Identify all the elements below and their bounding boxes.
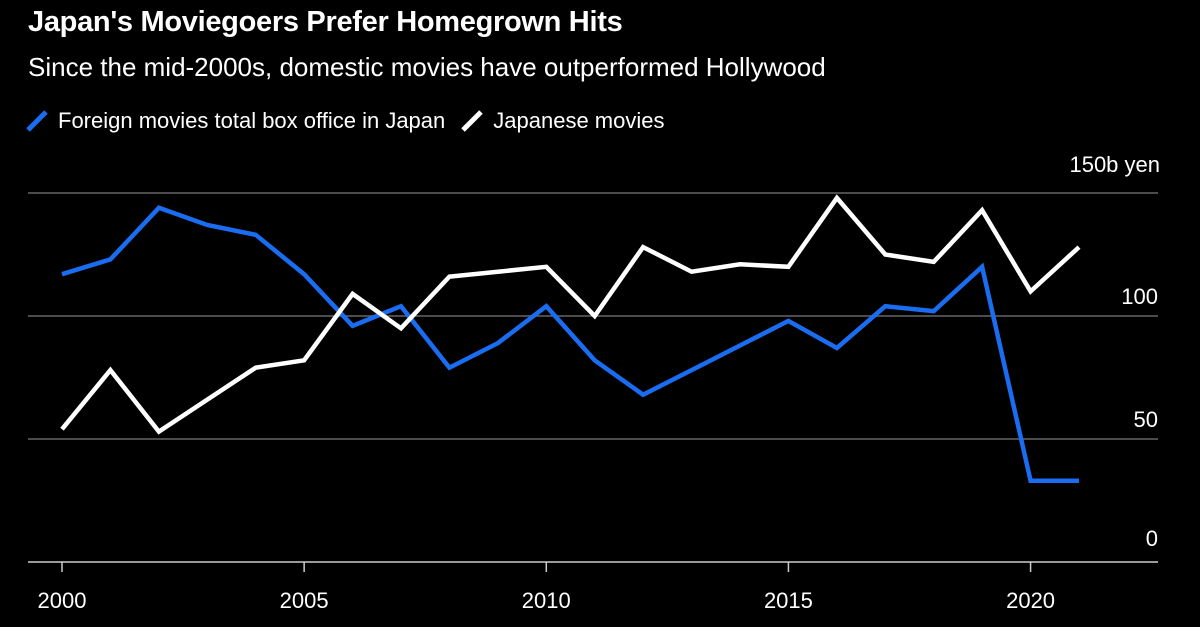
series-line-japanese: [60, 194, 1081, 435]
legend-item-japanese: Japanese movies: [459, 108, 664, 134]
legend-swatch-foreign-icon: [26, 110, 48, 132]
chart-subtitle: Since the mid-2000s, domestic movies hav…: [28, 52, 826, 82]
legend-label-japanese: Japanese movies: [493, 108, 665, 133]
chart-title: Japan's Moviegoers Prefer Homegrown Hits: [28, 6, 623, 38]
y-tick-label-50: 50: [1134, 407, 1158, 432]
legend-swatch-japanese-icon: [461, 110, 484, 132]
legend: Foreign movies total box office in Japan…: [24, 108, 678, 134]
x-tick-label-2020: 2020: [1006, 588, 1055, 613]
x-tick-label-2015: 2015: [764, 588, 813, 613]
legend-item-foreign: Foreign movies total box office in Japan: [24, 108, 445, 134]
y-tick-label-0: 0: [1146, 526, 1158, 551]
x-tick-label-2000: 2000: [38, 588, 87, 613]
legend-label-foreign: Foreign movies total box office in Japan: [58, 108, 446, 133]
y-tick-label-100: 100: [1121, 284, 1158, 309]
x-tick-label-2005: 2005: [280, 588, 329, 613]
y-axis-unit-label: 150b yen: [1069, 152, 1160, 177]
x-tick-label-2010: 2010: [522, 588, 571, 613]
series-line-foreign: [61, 205, 1079, 484]
